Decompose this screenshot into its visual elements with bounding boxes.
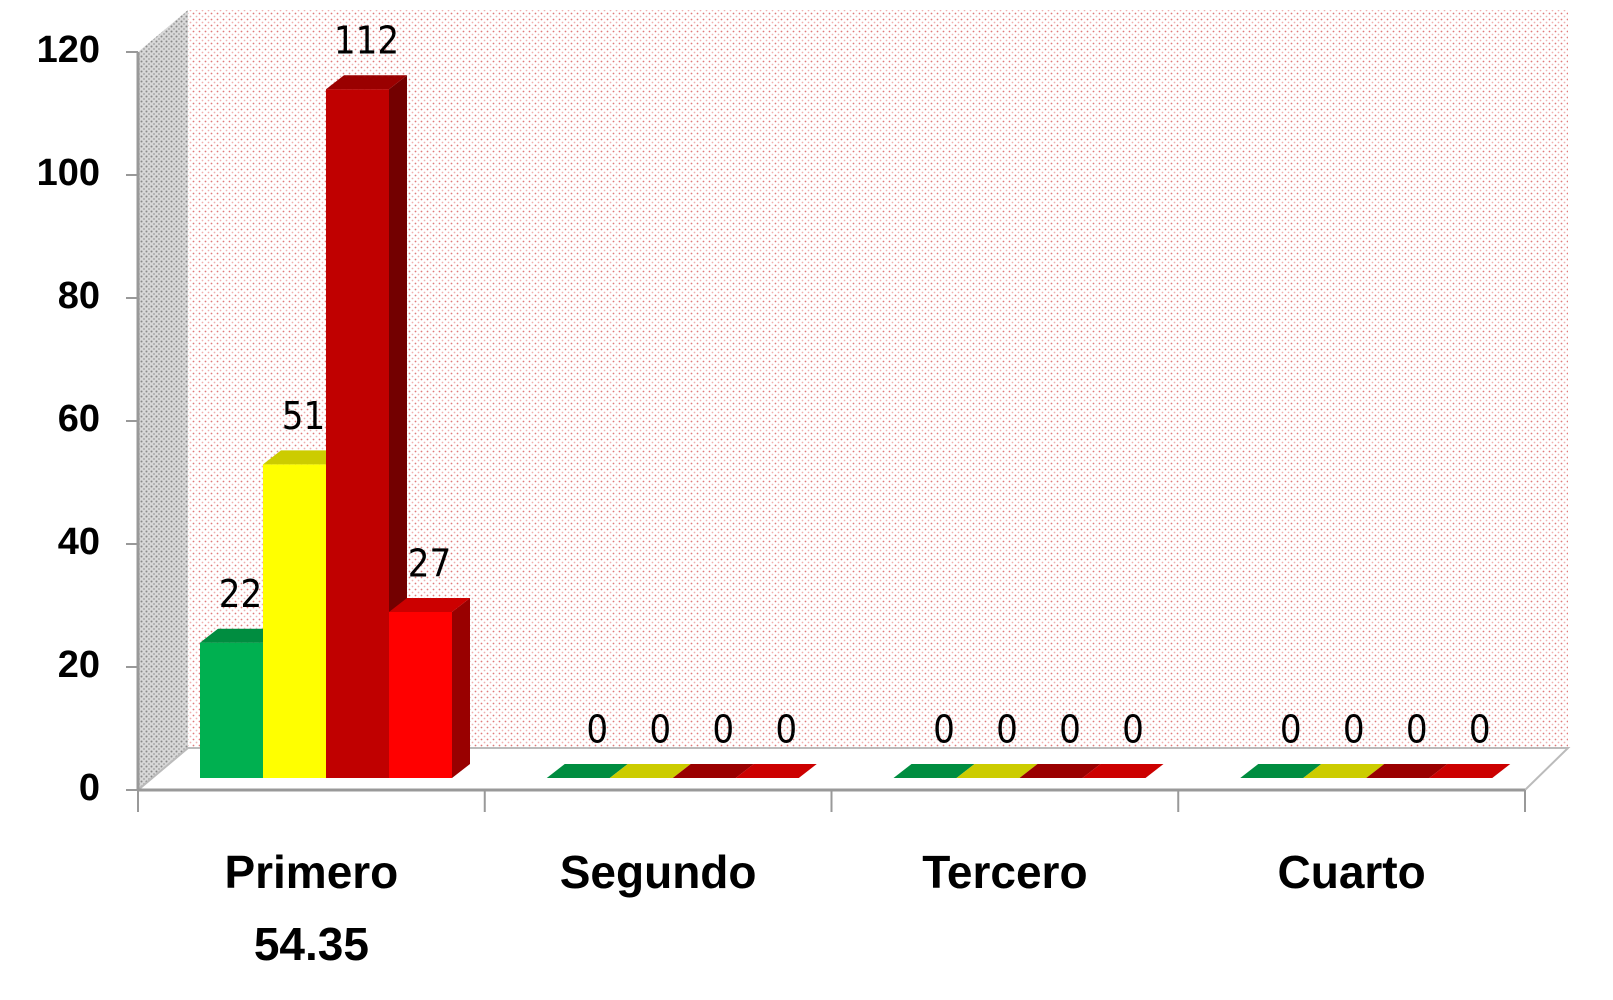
bar-top [1366, 764, 1448, 778]
data-label: 0 [775, 708, 797, 752]
data-label: 0 [586, 708, 608, 752]
bar-top [1082, 764, 1164, 778]
bar-top [1303, 764, 1385, 778]
bar-top [326, 75, 407, 90]
bar [200, 628, 281, 778]
bar-front [200, 642, 263, 778]
data-label: 0 [1343, 708, 1365, 752]
data-label: 0 [933, 708, 955, 752]
bar [1082, 764, 1164, 778]
bar-top [263, 450, 344, 465]
y-tick-label: 40 [58, 521, 100, 563]
data-label: 112 [334, 19, 399, 63]
bar [956, 764, 1038, 778]
annotation: 54.35 [254, 918, 369, 970]
data-label: 0 [1280, 708, 1302, 752]
bar-top [609, 764, 691, 778]
x-tick-label: Tercero [922, 846, 1087, 898]
bar [609, 764, 691, 778]
bar [1240, 764, 1322, 778]
y-tick-label: 20 [58, 644, 100, 686]
data-label: 22 [219, 572, 263, 616]
y-tick-label: 0 [79, 767, 100, 809]
bar [1303, 764, 1385, 778]
data-label: 0 [1059, 708, 1081, 752]
bar [1019, 764, 1101, 778]
bar-top [389, 597, 470, 612]
bar-top [893, 764, 975, 778]
bar-top [1429, 764, 1511, 778]
back-wall [188, 10, 1568, 748]
data-label: 0 [712, 708, 734, 752]
bar [672, 764, 754, 778]
x-tick-label: Segundo [560, 846, 757, 898]
bar-front [389, 611, 452, 778]
y-tick-label: 120 [37, 29, 100, 71]
bar [326, 75, 407, 778]
bar-top [735, 764, 817, 778]
data-label: 0 [996, 708, 1018, 752]
data-label: 0 [1122, 708, 1144, 752]
bar-top [1019, 764, 1101, 778]
y-tick-label: 80 [58, 275, 100, 317]
bar-front [326, 89, 389, 778]
y-tick-label: 60 [58, 398, 100, 440]
bar-front [263, 464, 326, 778]
bar-side [452, 597, 470, 778]
side-wall [138, 10, 188, 790]
bar [389, 597, 470, 778]
bar [735, 764, 817, 778]
bar [546, 764, 628, 778]
bar [893, 764, 975, 778]
x-tick-label: Primero [224, 846, 398, 898]
data-label: 51 [282, 394, 326, 438]
bar [1366, 764, 1448, 778]
bar-top [200, 628, 281, 643]
bar-top [1240, 764, 1322, 778]
data-label: 27 [408, 541, 452, 585]
data-label: 0 [1469, 708, 1491, 752]
bar-top [546, 764, 628, 778]
x-tick-label: Cuarto [1278, 846, 1426, 898]
bar [1429, 764, 1511, 778]
bar-top [956, 764, 1038, 778]
bar-top [672, 764, 754, 778]
y-tick-label: 100 [37, 152, 100, 194]
data-label: 0 [649, 708, 671, 752]
data-label: 0 [1406, 708, 1428, 752]
